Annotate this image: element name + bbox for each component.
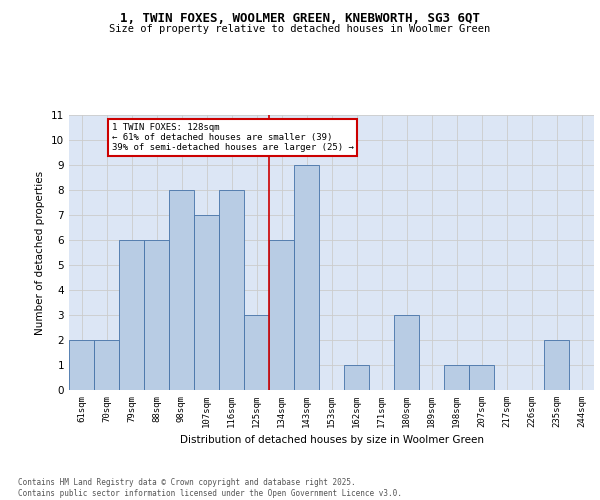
Bar (469, 365, 494, 390)
Text: 1, TWIN FOXES, WOOLMER GREEN, KNEBWORTH, SG3 6QT: 1, TWIN FOXES, WOOLMER GREEN, KNEBWORTH,… (120, 12, 480, 26)
Text: 1 TWIN FOXES: 128sqm
← 61% of detached houses are smaller (39)
39% of semi-detac: 1 TWIN FOXES: 128sqm ← 61% of detached h… (112, 122, 353, 152)
Text: Contains HM Land Registry data © Crown copyright and database right 2025.
Contai: Contains HM Land Registry data © Crown c… (18, 478, 402, 498)
Bar (219, 190, 244, 390)
Y-axis label: Number of detached properties: Number of detached properties (35, 170, 46, 334)
Bar (294, 165, 319, 390)
Bar (169, 190, 194, 390)
Bar (194, 215, 219, 390)
Bar (119, 240, 144, 390)
Bar (344, 365, 369, 390)
Bar (269, 240, 294, 390)
Bar (94, 340, 119, 390)
Bar (544, 340, 569, 390)
Bar (69, 340, 94, 390)
Text: Size of property relative to detached houses in Woolmer Green: Size of property relative to detached ho… (109, 24, 491, 34)
X-axis label: Distribution of detached houses by size in Woolmer Green: Distribution of detached houses by size … (179, 436, 484, 446)
Bar (444, 365, 469, 390)
Bar (244, 315, 269, 390)
Bar (144, 240, 169, 390)
Bar (394, 315, 419, 390)
